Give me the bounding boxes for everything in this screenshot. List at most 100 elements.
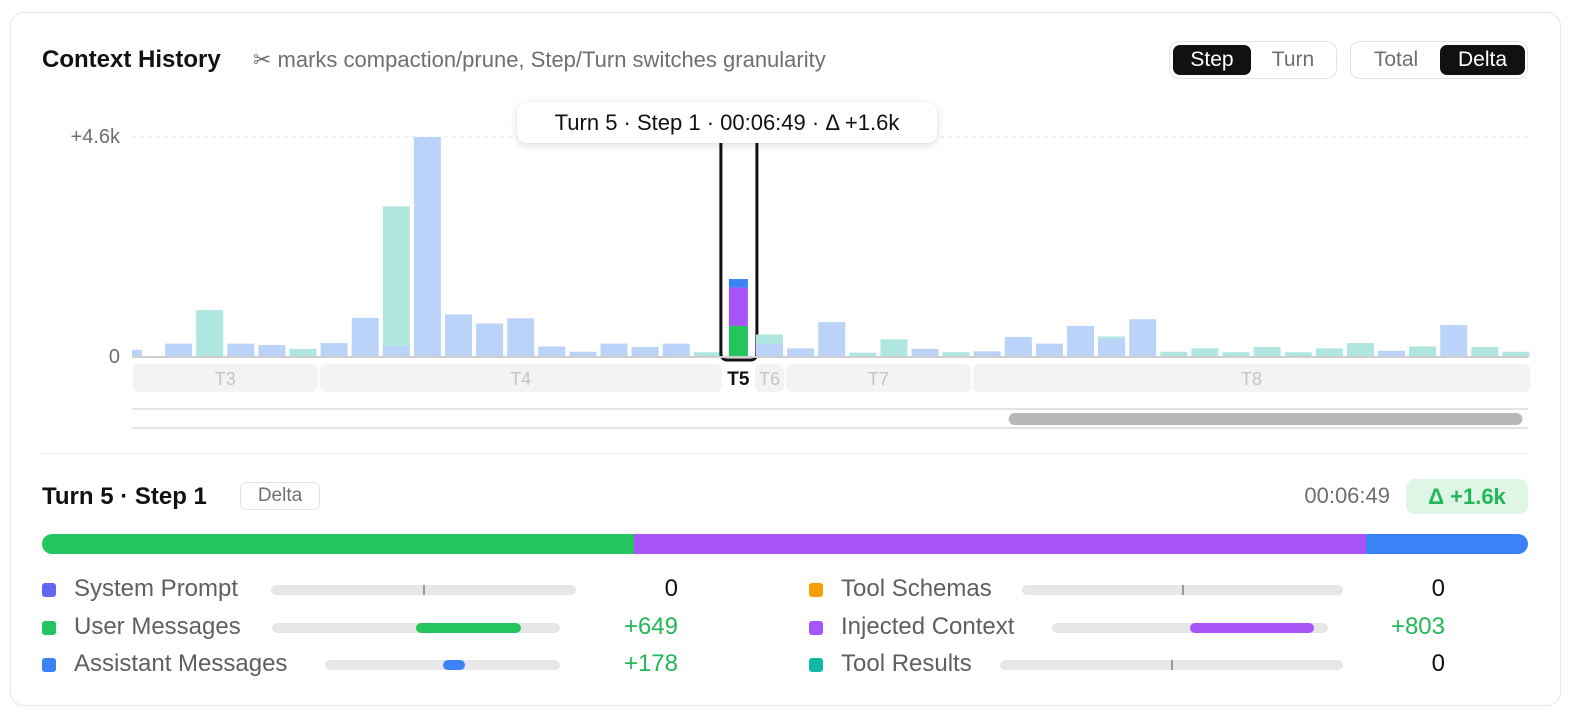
- mode-badge: Delta: [240, 482, 320, 510]
- bar-segment-assistant[interactable]: [728, 279, 748, 288]
- context-bar-blue[interactable]: [1067, 325, 1094, 357]
- bar-segment-injected[interactable]: [728, 287, 748, 326]
- legend-label: Assistant Messages: [74, 650, 288, 677]
- legend-track: [325, 660, 560, 670]
- turn-label-t7[interactable]: T7: [786, 364, 971, 392]
- context-bar-blue[interactable]: [631, 346, 659, 357]
- context-bar-chart[interactable]: T3 T4 T5 T6 T7 T8: [0, 0, 1592, 440]
- context-bar-blue[interactable]: [132, 349, 142, 357]
- context-bar-blue[interactable]: [320, 343, 348, 357]
- context-bar-blue[interactable]: [1440, 324, 1468, 357]
- context-bar-teal[interactable]: [1502, 351, 1530, 357]
- legend-value: +803: [1390, 613, 1445, 640]
- context-bar-blue[interactable]: [351, 317, 379, 357]
- section-divider: [42, 453, 1528, 454]
- context-bar-teal[interactable]: [1346, 343, 1374, 357]
- legend-label: Tool Results: [841, 650, 972, 677]
- legend-value: 0: [664, 575, 678, 602]
- selected-step-title: Turn 5 · Step 1: [42, 483, 207, 510]
- context-bar-blue[interactable]: [476, 323, 504, 357]
- context-bar-teal[interactable]: [1253, 346, 1281, 357]
- total-toggle-button[interactable]: Total: [1373, 48, 1419, 71]
- context-bar-teal[interactable]: [289, 348, 317, 357]
- page-subtitle: ✂ marks compaction/prune, Step/Turn swit…: [253, 47, 826, 72]
- context-bar-teal[interactable]: [693, 352, 721, 357]
- context-bar-blue[interactable]: [1004, 336, 1032, 357]
- context-bar-teal[interactable]: [1471, 346, 1499, 357]
- context-bar-blue[interactable]: [227, 343, 255, 357]
- legend-color-swatch: [42, 658, 56, 672]
- turn-label-t4[interactable]: T4: [319, 364, 722, 392]
- context-bar-teal[interactable]: [880, 339, 908, 357]
- turn-label-t3[interactable]: T3: [133, 364, 318, 392]
- turn-label-t5[interactable]: T5: [727, 369, 750, 390]
- horizontal-scrollbar-thumb[interactable]: [1008, 413, 1523, 425]
- context-bar-blue[interactable]: [1378, 350, 1405, 357]
- turn-toggle-button[interactable]: Turn: [1271, 48, 1315, 71]
- legend-label: Tool Schemas: [841, 575, 992, 602]
- context-bar-blue[interactable]: [662, 343, 690, 357]
- context-bar-blue[interactable]: [507, 318, 535, 357]
- turn-label-t8[interactable]: T8: [972, 364, 1531, 392]
- delta-toggle-button[interactable]: Delta: [1440, 45, 1525, 75]
- legend-zero-tick: [1181, 585, 1184, 595]
- legend-fill: [416, 623, 522, 633]
- context-bar-teal[interactable]: [942, 352, 970, 357]
- delta-badge: Δ +1.6k: [1406, 479, 1528, 514]
- context-bar-teal[interactable]: [1284, 352, 1312, 357]
- turn-label-text: T5: [727, 369, 750, 390]
- stack-segment-assistant: [1365, 534, 1528, 554]
- step-toggle-button[interactable]: Step: [1173, 45, 1251, 75]
- context-bar-blue[interactable]: [445, 314, 472, 357]
- bar-segment-user[interactable]: [728, 325, 748, 357]
- legend-color-swatch: [42, 621, 56, 635]
- legend-row-user: User Messages +649: [0, 613, 1592, 643]
- context-bar-blue[interactable]: [258, 345, 286, 357]
- context-bar-blue[interactable]: [1098, 338, 1126, 357]
- context-bar-blue[interactable]: [413, 137, 441, 357]
- context-bar-blue[interactable]: [973, 351, 1001, 357]
- legend-value: +649: [623, 613, 678, 640]
- turn-label-background: [319, 364, 722, 392]
- context-bar-blue[interactable]: [382, 346, 410, 357]
- context-bar-teal[interactable]: [1222, 352, 1250, 357]
- legend-track: [1022, 585, 1343, 595]
- context-bar-blue[interactable]: [569, 351, 597, 357]
- turn-label-text: T6: [759, 369, 780, 389]
- legend-color-swatch: [809, 583, 823, 597]
- turn-label-background: [972, 364, 1531, 392]
- context-bar-blue[interactable]: [1129, 319, 1157, 357]
- context-bar-teal[interactable]: [382, 206, 410, 357]
- legend-fill: [442, 660, 466, 670]
- legend-track: [1052, 623, 1328, 633]
- context-bar-blue[interactable]: [787, 348, 815, 357]
- composition-stack-bar: [42, 534, 1528, 554]
- context-bar-blue[interactable]: [600, 343, 628, 357]
- context-bar-blue[interactable]: [911, 348, 939, 357]
- bar-tooltip: Turn 5 · Step 1 · 00:06:49 · Δ +1.6k: [517, 102, 937, 143]
- turn-label-background: [786, 364, 971, 392]
- context-bar-teal[interactable]: [1160, 351, 1188, 357]
- context-bar-blue[interactable]: [538, 346, 566, 357]
- context-bar-teal[interactable]: [1409, 346, 1437, 357]
- context-bar-teal[interactable]: [849, 352, 877, 357]
- y-axis-top-label: +4.6k: [70, 126, 120, 148]
- legend-row-system: System Prompt 0: [0, 575, 1592, 605]
- legend-color-swatch: [809, 658, 823, 672]
- context-bar-blue[interactable]: [818, 322, 846, 357]
- turn-label-t6[interactable]: T6: [755, 364, 784, 392]
- context-bar-teal[interactable]: [1315, 348, 1343, 357]
- legend-label: System Prompt: [74, 575, 239, 602]
- y-axis-zero-label: 0: [108, 346, 120, 368]
- turn-label-text: T3: [215, 369, 236, 389]
- turn-label-background: [133, 364, 318, 392]
- page-title: Context History: [42, 46, 221, 73]
- context-bar-blue[interactable]: [756, 343, 783, 357]
- context-bar-blue[interactable]: [1035, 343, 1063, 357]
- legend-row-injected: Injected Context +803: [0, 613, 1592, 643]
- context-bar-teal[interactable]: [1191, 348, 1219, 357]
- context-bar-teal[interactable]: [196, 310, 224, 357]
- context-bar-blue[interactable]: [165, 343, 193, 357]
- legend-label: User Messages: [74, 613, 241, 640]
- legend-label: Injected Context: [841, 613, 1015, 640]
